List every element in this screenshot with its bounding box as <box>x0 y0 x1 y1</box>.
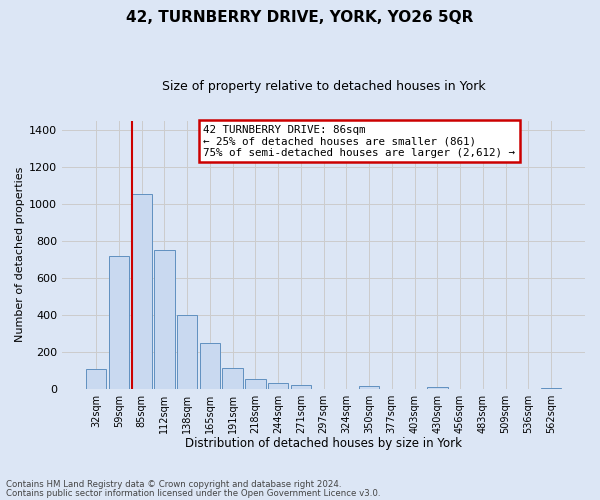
Bar <box>200 344 220 388</box>
Bar <box>245 380 266 388</box>
Bar <box>86 369 106 388</box>
Text: Contains public sector information licensed under the Open Government Licence v3: Contains public sector information licen… <box>6 488 380 498</box>
Bar <box>290 384 311 388</box>
Bar <box>359 386 379 388</box>
Bar <box>109 256 129 388</box>
Title: Size of property relative to detached houses in York: Size of property relative to detached ho… <box>162 80 485 93</box>
Bar <box>427 386 448 388</box>
Text: Contains HM Land Registry data © Crown copyright and database right 2024.: Contains HM Land Registry data © Crown c… <box>6 480 341 489</box>
Bar <box>177 314 197 388</box>
Text: 42, TURNBERRY DRIVE, YORK, YO26 5QR: 42, TURNBERRY DRIVE, YORK, YO26 5QR <box>127 10 473 25</box>
Bar <box>268 384 289 388</box>
Y-axis label: Number of detached properties: Number of detached properties <box>15 167 25 342</box>
X-axis label: Distribution of detached houses by size in York: Distribution of detached houses by size … <box>185 437 462 450</box>
Text: 42 TURNBERRY DRIVE: 86sqm
← 25% of detached houses are smaller (861)
75% of semi: 42 TURNBERRY DRIVE: 86sqm ← 25% of detac… <box>203 124 515 158</box>
Bar <box>131 194 152 388</box>
Bar <box>154 250 175 388</box>
Bar <box>223 368 243 388</box>
